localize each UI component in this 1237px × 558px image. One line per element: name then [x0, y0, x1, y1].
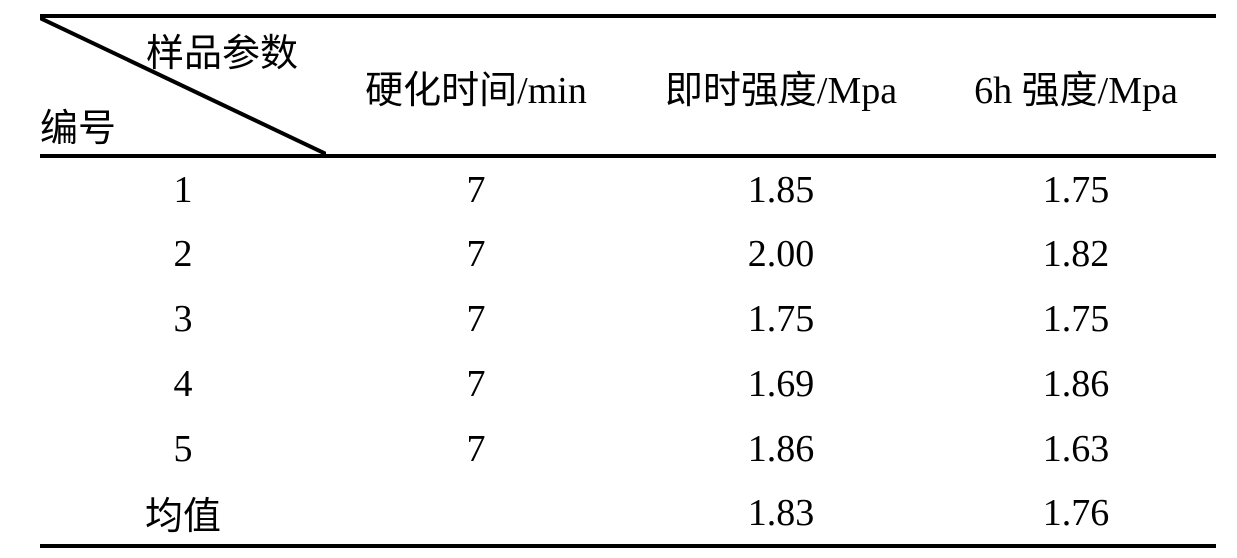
- cell-harden: 7: [326, 156, 626, 221]
- header-diagonal-cell: 样品参数 编号: [40, 16, 326, 156]
- cell-id: 4: [40, 351, 326, 416]
- table-row-mean: 均值 1.83 1.76: [40, 481, 1216, 546]
- table-row: 3 7 1.75 1.75: [40, 286, 1216, 351]
- cell-six-hour: 1.86: [936, 351, 1216, 416]
- cell-six-hour: 1.63: [936, 416, 1216, 481]
- header-six-hour: 6h 强度/Mpa: [936, 16, 1216, 156]
- cell-harden: 7: [326, 351, 626, 416]
- cell-id: 2: [40, 221, 326, 286]
- table-header-row: 样品参数 编号 硬化时间/min 即时强度/Mpa 6h 强度/Mpa: [40, 16, 1216, 156]
- cell-six-hour: 1.82: [936, 221, 1216, 286]
- cell-instant: 1.86: [626, 416, 936, 481]
- cell-instant: 2.00: [626, 221, 936, 286]
- header-diag-top-label: 样品参数: [146, 22, 298, 77]
- table-row: 1 7 1.85 1.75: [40, 156, 1216, 221]
- cell-id: 3: [40, 286, 326, 351]
- header-instant: 即时强度/Mpa: [626, 16, 936, 156]
- cell-id: 5: [40, 416, 326, 481]
- cell-six-hour: 1.75: [936, 286, 1216, 351]
- cell-instant: 1.83: [626, 481, 936, 546]
- header-harden: 硬化时间/min: [326, 16, 626, 156]
- header-diag-bottom-label: 编号: [40, 97, 116, 152]
- cell-id: 1: [40, 156, 326, 221]
- cell-instant: 1.85: [626, 156, 936, 221]
- cell-id: 均值: [40, 481, 326, 546]
- table-container: 样品参数 编号 硬化时间/min 即时强度/Mpa 6h 强度/Mpa 1 7 …: [0, 0, 1237, 558]
- table-row: 5 7 1.86 1.63: [40, 416, 1216, 481]
- cell-instant: 1.69: [626, 351, 936, 416]
- sample-parameters-table: 样品参数 编号 硬化时间/min 即时强度/Mpa 6h 强度/Mpa 1 7 …: [40, 14, 1216, 548]
- table-row: 4 7 1.69 1.86: [40, 351, 1216, 416]
- cell-harden: [326, 481, 626, 546]
- cell-harden: 7: [326, 221, 626, 286]
- cell-instant: 1.75: [626, 286, 936, 351]
- cell-harden: 7: [326, 416, 626, 481]
- cell-six-hour: 1.75: [936, 156, 1216, 221]
- table-row: 2 7 2.00 1.82: [40, 221, 1216, 286]
- cell-harden: 7: [326, 286, 626, 351]
- cell-six-hour: 1.76: [936, 481, 1216, 546]
